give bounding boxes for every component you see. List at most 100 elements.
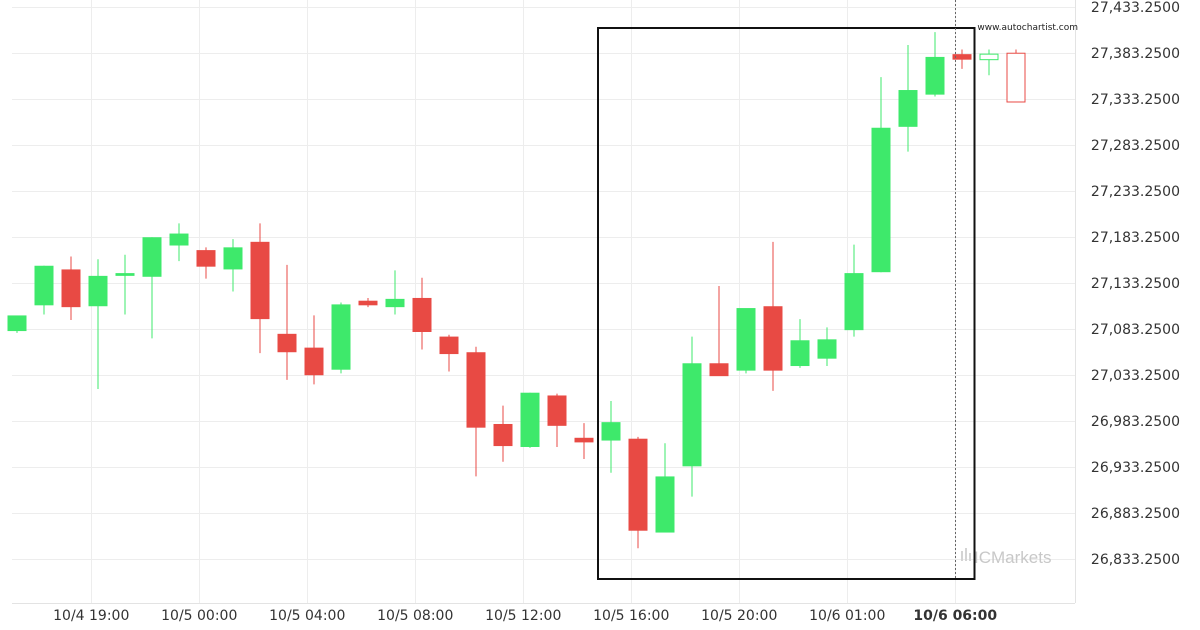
- candle-body: [925, 56, 945, 95]
- candle-body: [952, 54, 972, 60]
- pattern-box: [597, 27, 976, 580]
- candle-body: [736, 308, 756, 371]
- candle-body: [466, 352, 486, 428]
- candle-body: [61, 269, 81, 308]
- candle: [88, 259, 108, 390]
- candle-body: [169, 233, 189, 246]
- candle-body: [34, 265, 54, 306]
- candle-body: [682, 363, 702, 467]
- candle: [601, 400, 621, 473]
- y-axis: 27,433.2500 27,383.2500 27,333.2500 27,283.…: [1091, 0, 1180, 568]
- x-axis: 10/4 19:00 10/5 00:00 10/5 04:00 10/5 08:00…: [53, 608, 997, 624]
- candle-body: [763, 306, 783, 371]
- candle-body: [223, 247, 243, 270]
- candle: [466, 346, 486, 477]
- candle-body: [7, 315, 27, 332]
- x-tick-label: 10/6 06:00: [913, 608, 997, 624]
- candle: [682, 336, 702, 497]
- candle-body: [142, 237, 162, 277]
- candle: [196, 247, 216, 279]
- candle-body: [817, 339, 837, 359]
- candle: [115, 254, 135, 315]
- candle: [547, 393, 567, 447]
- y-tick-label: 27,133.2500: [1091, 276, 1180, 292]
- candle-body: [601, 422, 621, 441]
- candle-body: [844, 273, 864, 331]
- candle-body: [439, 336, 459, 355]
- candle-body: [358, 300, 378, 306]
- y-tick-label: 27,383.2500: [1091, 46, 1180, 62]
- candle: [250, 223, 270, 354]
- y-tick-label: 27,183.2500: [1091, 230, 1180, 246]
- candle-body: [304, 347, 324, 376]
- watermark-text: www.autochartist.com: [977, 23, 1078, 33]
- candle: [763, 241, 783, 391]
- candle-body: [115, 273, 135, 276]
- candle-body: [1006, 52, 1026, 103]
- candle: [34, 265, 54, 315]
- candle: [655, 443, 675, 533]
- candle-body: [250, 241, 270, 320]
- x-tick-label: 10/6 01:00: [809, 608, 885, 624]
- candle: [169, 223, 189, 262]
- brand-text: ICMarkets: [974, 548, 1051, 567]
- candle-body: [574, 437, 594, 443]
- x-tick-label: 10/4 19:00: [53, 608, 129, 624]
- candle: [7, 315, 27, 333]
- candle: [277, 264, 297, 380]
- y-tick-label: 26,833.2500: [1091, 552, 1180, 568]
- candle: [439, 334, 459, 372]
- candle: [817, 327, 837, 367]
- y-tick-label: 26,933.2500: [1091, 460, 1180, 476]
- candle: [844, 244, 864, 337]
- y-tick-label: 27,433.2500: [1091, 0, 1180, 16]
- candle: [628, 436, 648, 549]
- candle-body: [628, 438, 648, 531]
- x-tick-label: 10/5 04:00: [269, 608, 345, 624]
- candle-body: [412, 297, 432, 332]
- candle: [1006, 49, 1026, 103]
- y-tick-label: 27,333.2500: [1091, 92, 1180, 108]
- candle: [142, 237, 162, 339]
- candle-body: [709, 363, 729, 377]
- y-tick-label: 26,983.2500: [1091, 414, 1180, 430]
- brand-logo: ICMarkets: [961, 548, 1051, 567]
- candle: [871, 77, 891, 273]
- candle: [520, 392, 540, 448]
- candle: [574, 423, 594, 459]
- candle: [952, 49, 972, 69]
- candle: [304, 315, 324, 385]
- candle-body: [331, 304, 351, 370]
- x-tick-label: 10/5 08:00: [377, 608, 453, 624]
- candle: [331, 302, 351, 374]
- y-tick-label: 27,283.2500: [1091, 138, 1180, 154]
- y-tick-label: 27,083.2500: [1091, 322, 1180, 338]
- candle: [709, 285, 729, 377]
- candle: [925, 32, 945, 97]
- candle-body: [871, 127, 891, 273]
- x-tick-label: 10/5 00:00: [161, 608, 237, 624]
- y-tick-label: 27,033.2500: [1091, 368, 1180, 384]
- candle: [736, 308, 756, 374]
- candle: [493, 405, 513, 462]
- candle-body: [277, 333, 297, 353]
- candle-body: [790, 340, 810, 367]
- candle-body: [520, 392, 540, 447]
- candle-body: [547, 395, 567, 426]
- candle-body: [655, 476, 675, 533]
- candle: [790, 319, 810, 368]
- candles: [7, 32, 1026, 549]
- candle-body: [196, 250, 216, 267]
- y-tick-label: 27,233.2500: [1091, 184, 1180, 200]
- candle: [898, 44, 918, 152]
- candle-body: [385, 298, 405, 308]
- candle-body: [898, 90, 918, 127]
- x-tick-label: 10/5 20:00: [701, 608, 777, 624]
- candle-body: [88, 275, 108, 307]
- candle: [358, 297, 378, 308]
- candle-body: [979, 53, 999, 61]
- candle-body: [493, 423, 513, 447]
- x-tick-label: 10/5 12:00: [485, 608, 561, 624]
- candle: [61, 256, 81, 321]
